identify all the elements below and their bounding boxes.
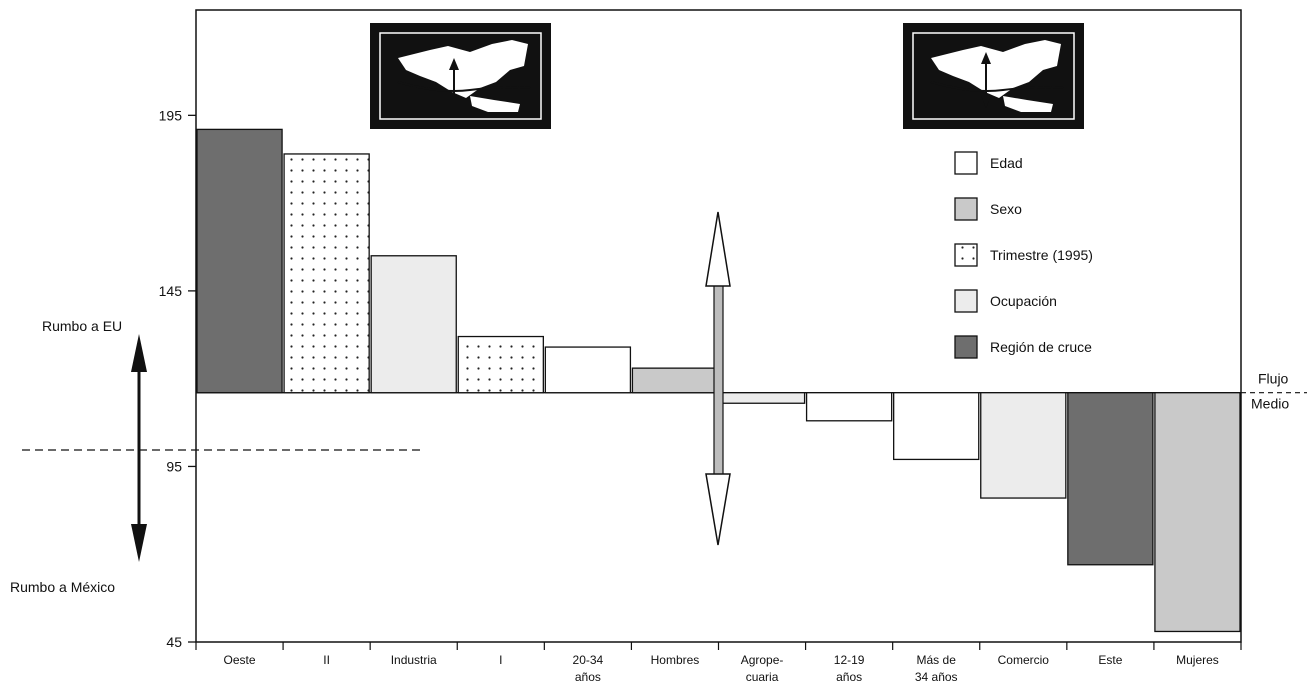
x-tick-label: 34 años [915,670,958,684]
x-axis-labels: Oeste II Industria I 20-34 años Hombres Agrope-… [195,642,1242,684]
bar [718,392,806,404]
x-tick-label: cuaria [746,670,779,684]
bar [1154,392,1241,633]
legend-swatch [954,151,978,175]
down-label: Rumbo a México [10,579,115,595]
x-tick-label: años [836,670,862,684]
y-tick-label: 145 [159,283,183,299]
bar [457,335,544,394]
up-label: Rumbo a EU [42,318,122,334]
x-tick-label: Agrope- [741,653,784,667]
x-tick-label: años [575,670,601,684]
x-tick-label: Hombres [651,653,700,667]
x-tick-label: Industria [391,653,437,667]
legend-swatch [954,197,978,221]
x-tick-label: 12-19 [834,653,865,667]
bars [196,128,1241,633]
baseline-label-top: Flujo [1258,371,1289,387]
bar [370,255,457,394]
legend-label: Sexo [990,201,1022,217]
left-double-arrow [131,334,147,562]
legend-label: Trimestre (1995) [990,247,1093,263]
bar [544,346,632,394]
legend-swatch [954,243,978,267]
y-tick-label: 195 [159,107,183,123]
x-tick-label: 20-34 [573,653,604,667]
bar [631,367,719,394]
x-tick-label: I [499,653,502,667]
bar [196,128,283,394]
y-axis: 195 145 95 45 [159,107,196,650]
legend-swatch [954,335,978,359]
legend-label: Región de cruce [990,339,1092,355]
x-tick-label: Más de [917,653,957,667]
baseline-label-bottom: Medio [1251,396,1289,412]
legend-swatch [954,289,978,313]
center-double-arrow [705,211,731,546]
legend-label: Edad [990,155,1023,171]
map-arrow-double-icon [903,23,1084,129]
x-tick-label: Este [1098,653,1122,667]
x-tick-label: Mujeres [1176,653,1219,667]
bar [805,392,893,422]
legend: Edad Sexo Trimestre (1995) Ocupación Región … [954,151,1093,359]
map-arrow-up-icon [370,23,551,129]
x-tick-label: Comercio [998,653,1050,667]
bar [283,153,370,394]
y-tick-label: 95 [166,458,182,474]
bar [893,392,980,461]
y-tick-label: 45 [166,634,182,650]
bar [1067,392,1154,566]
x-tick-label: II [323,653,330,667]
legend-label: Ocupación [990,293,1057,309]
bar [980,392,1067,499]
x-tick-label: Oeste [224,653,256,667]
